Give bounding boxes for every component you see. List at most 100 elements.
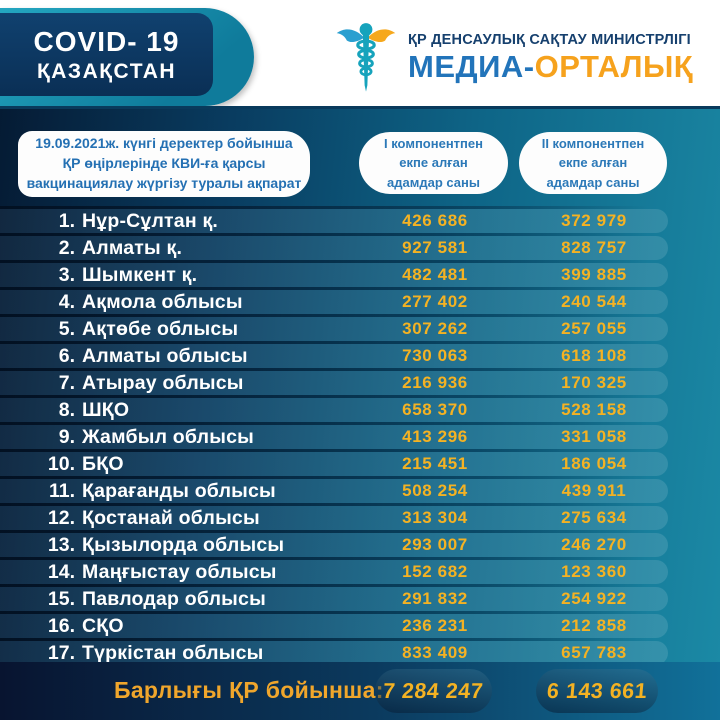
region-name: Жамбыл облысы (82, 425, 254, 448)
header-strip: COVID- 19 ҚАЗАҚСТАН ҚР ДЕНСАУЛЫҚ САҚТАУ … (0, 0, 720, 106)
row-number: 7. (58, 371, 75, 394)
column-header-component2: II компонентпен екпе алған адамдар саны (519, 132, 667, 194)
main-body: 19.09.2021ж. күнгі деректер бойынша ҚР ө… (0, 106, 720, 665)
row-number: 1. (58, 209, 75, 232)
component1-value: 730 063 (402, 346, 468, 365)
region-name: Павлодар облысы (82, 587, 266, 610)
table-row: 11. Қарағанды облысы 508 254 439 911 (0, 476, 668, 503)
total-component1-pill: 7 284 247 (375, 669, 492, 713)
component1-value: 152 682 (402, 562, 468, 581)
row-number: 10. (47, 452, 75, 475)
component2-value: 186 054 (561, 454, 627, 473)
row-number: 14. (47, 560, 75, 583)
row-number: 2. (58, 236, 75, 259)
region-name: БҚО (82, 452, 124, 475)
info-line: вакцинациялау жүргізу туралы ақпарат (26, 174, 302, 191)
component1-value: 293 007 (402, 535, 468, 554)
region-name: Атырау облысы (82, 371, 244, 394)
component2-value: 257 055 (561, 319, 627, 338)
column-header-line: II компонентпен (541, 135, 645, 151)
total-component2-value: 6 143 661 (545, 678, 649, 703)
component2-value: 240 544 (561, 292, 627, 311)
row-number: 9. (58, 425, 75, 448)
row-number: 15. (47, 587, 75, 610)
media-label-blue: МЕДИА- (408, 49, 535, 84)
table-row: 13. Қызылорда облысы 293 007 246 270 (0, 530, 668, 557)
row-number: 16. (47, 614, 75, 637)
component2-value: 275 634 (561, 508, 627, 527)
media-label-orange: ОРТАЛЫҚ (534, 49, 694, 84)
region-name: Түркістан облысы (82, 641, 264, 664)
info-line: ҚР өңірлерінде КВИ-ға қарсы (62, 155, 266, 172)
table-row: 2. Алматы қ. 927 581 828 757 (0, 233, 668, 260)
row-number: 13. (47, 533, 75, 556)
component2-value: 828 757 (561, 238, 627, 257)
info-line: 19.09.2021ж. күнгі деректер бойынша (35, 135, 293, 152)
component1-value: 236 231 (402, 616, 468, 635)
table-header-row: 19.09.2021ж. күнгі деректер бойынша ҚР ө… (0, 129, 720, 199)
component1-value: 833 409 (402, 643, 468, 662)
component1-value: 291 832 (402, 589, 468, 608)
table-row: 1. Нұр-Сұлтан қ. 426 686 372 979 (0, 206, 668, 233)
region-name: Қызылорда облысы (82, 533, 285, 556)
brand-text: ҚР ДЕНСАУЛЫҚ САҚТАУ МИНИСТРЛІГІ МЕДИА-ОР… (408, 18, 693, 85)
component1-value: 658 370 (402, 400, 468, 419)
region-table: 1. Нұр-Сұлтан қ. 426 686 372 979 2. Алма… (0, 206, 720, 665)
component1-value: 426 686 (402, 211, 468, 230)
region-name: Ақтөбе облысы (82, 317, 239, 340)
component2-value: 254 922 (561, 589, 627, 608)
component1-value: 927 581 (402, 238, 468, 257)
table-row: 17. Түркістан облысы 833 409 657 783 (0, 638, 668, 665)
component1-value: 313 304 (402, 508, 468, 527)
total-component1-value: 7 284 247 (382, 678, 485, 703)
row-number: 6. (58, 344, 75, 367)
region-name: Маңғыстау облысы (82, 560, 277, 583)
column-header-line: екпе алған (558, 155, 628, 171)
row-number: 12. (47, 506, 75, 529)
region-name: СҚО (82, 614, 124, 637)
table-row: 7. Атырау облысы 216 936 170 325 (0, 368, 668, 395)
region-name: Ақмола облысы (82, 290, 243, 313)
covid-banner: COVID- 19 ҚАЗАҚСТАН (0, 13, 213, 96)
region-name: Қарағанды облысы (82, 479, 276, 502)
info-box: 19.09.2021ж. күнгі деректер бойынша ҚР ө… (18, 131, 310, 197)
component2-value: 618 108 (561, 346, 627, 365)
component2-value: 123 360 (561, 562, 627, 581)
column-header-line: I компонентпен (384, 135, 483, 151)
component1-value: 413 296 (402, 427, 468, 446)
column-header-line: екпе алған (399, 155, 468, 171)
table-row: 4. Ақмола облысы 277 402 240 544 (0, 287, 668, 314)
table-row: 5. Ақтөбе облысы 307 262 257 055 (0, 314, 668, 341)
table-row: 10. БҚО 215 451 186 054 (0, 449, 668, 476)
table-row: 8. ШҚО 658 370 528 158 (0, 395, 668, 422)
banner-title: COVID- 19 (33, 25, 180, 57)
component2-value: 212 858 (561, 616, 627, 635)
totals-bar: Барлығы ҚР бойынша: 7 284 247 6 143 661 (0, 662, 720, 720)
component1-value: 482 481 (402, 265, 468, 284)
table-row: 6. Алматы облысы 730 063 618 108 (0, 341, 668, 368)
component1-value: 508 254 (402, 481, 468, 500)
component2-value: 657 783 (561, 643, 627, 662)
ministry-brand: ҚР ДЕНСАУЛЫҚ САҚТАУ МИНИСТРЛІГІ МЕДИА-ОР… (334, 18, 693, 94)
table-row: 3. Шымкент қ. 482 481 399 885 (0, 260, 668, 287)
table-row: 15. Павлодар облысы 291 832 254 922 (0, 584, 668, 611)
table-row: 12. Қостанай облысы 313 304 275 634 (0, 503, 668, 530)
region-name: Алматы облысы (82, 344, 248, 367)
component2-value: 170 325 (561, 373, 627, 392)
totals-label: Барлығы ҚР бойынша: (114, 677, 384, 703)
component2-value: 439 911 (561, 481, 627, 500)
table-row: 14. Маңғыстау облысы 152 682 123 360 (0, 557, 668, 584)
region-name: Алматы қ. (82, 236, 183, 259)
region-name: Қостанай облысы (82, 506, 260, 529)
ministry-label: ҚР ДЕНСАУЛЫҚ САҚТАУ МИНИСТРЛІГІ (408, 32, 691, 48)
row-number: 11. (48, 479, 75, 502)
column-header-line: адамдар саны (546, 174, 640, 190)
row-number: 5. (58, 317, 75, 340)
row-number: 8. (58, 398, 75, 421)
component1-value: 277 402 (402, 292, 468, 311)
row-number: 4. (58, 290, 75, 313)
column-header-line: адамдар саны (387, 174, 480, 190)
row-number: 3. (58, 263, 75, 286)
media-center-label: МЕДИА-ОРТАЛЫҚ (408, 49, 693, 85)
